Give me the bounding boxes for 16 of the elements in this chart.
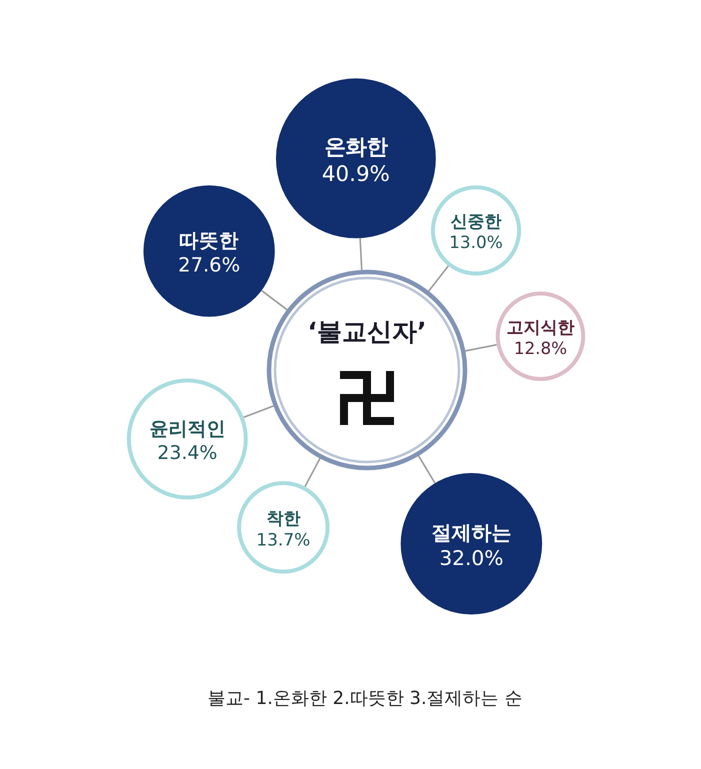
category-label: 고지식한 [506,316,574,337]
category-label: 착한 [266,508,300,529]
data-label: 13.7% [256,530,310,550]
data-label: 27.6% [178,254,240,277]
category-label: 신중한 [450,211,502,232]
category-label: 절제하는 [431,520,512,545]
data-label: 32.0% [439,546,504,570]
data-label: 40.9% [322,162,390,187]
category-label: 윤리적인 [149,418,226,440]
text: ‘불교신자’ [308,317,426,346]
category-label: 따뜻한 [179,229,240,252]
data-label: 12.8% [514,338,568,358]
data-label: 23.4% [157,442,218,464]
category-label: 온화한 [324,135,388,160]
data-label: 13.0% [449,232,503,252]
annotation: 불교- 1.온화한 2.따뜻한 3.절제하는 순 [208,688,522,709]
